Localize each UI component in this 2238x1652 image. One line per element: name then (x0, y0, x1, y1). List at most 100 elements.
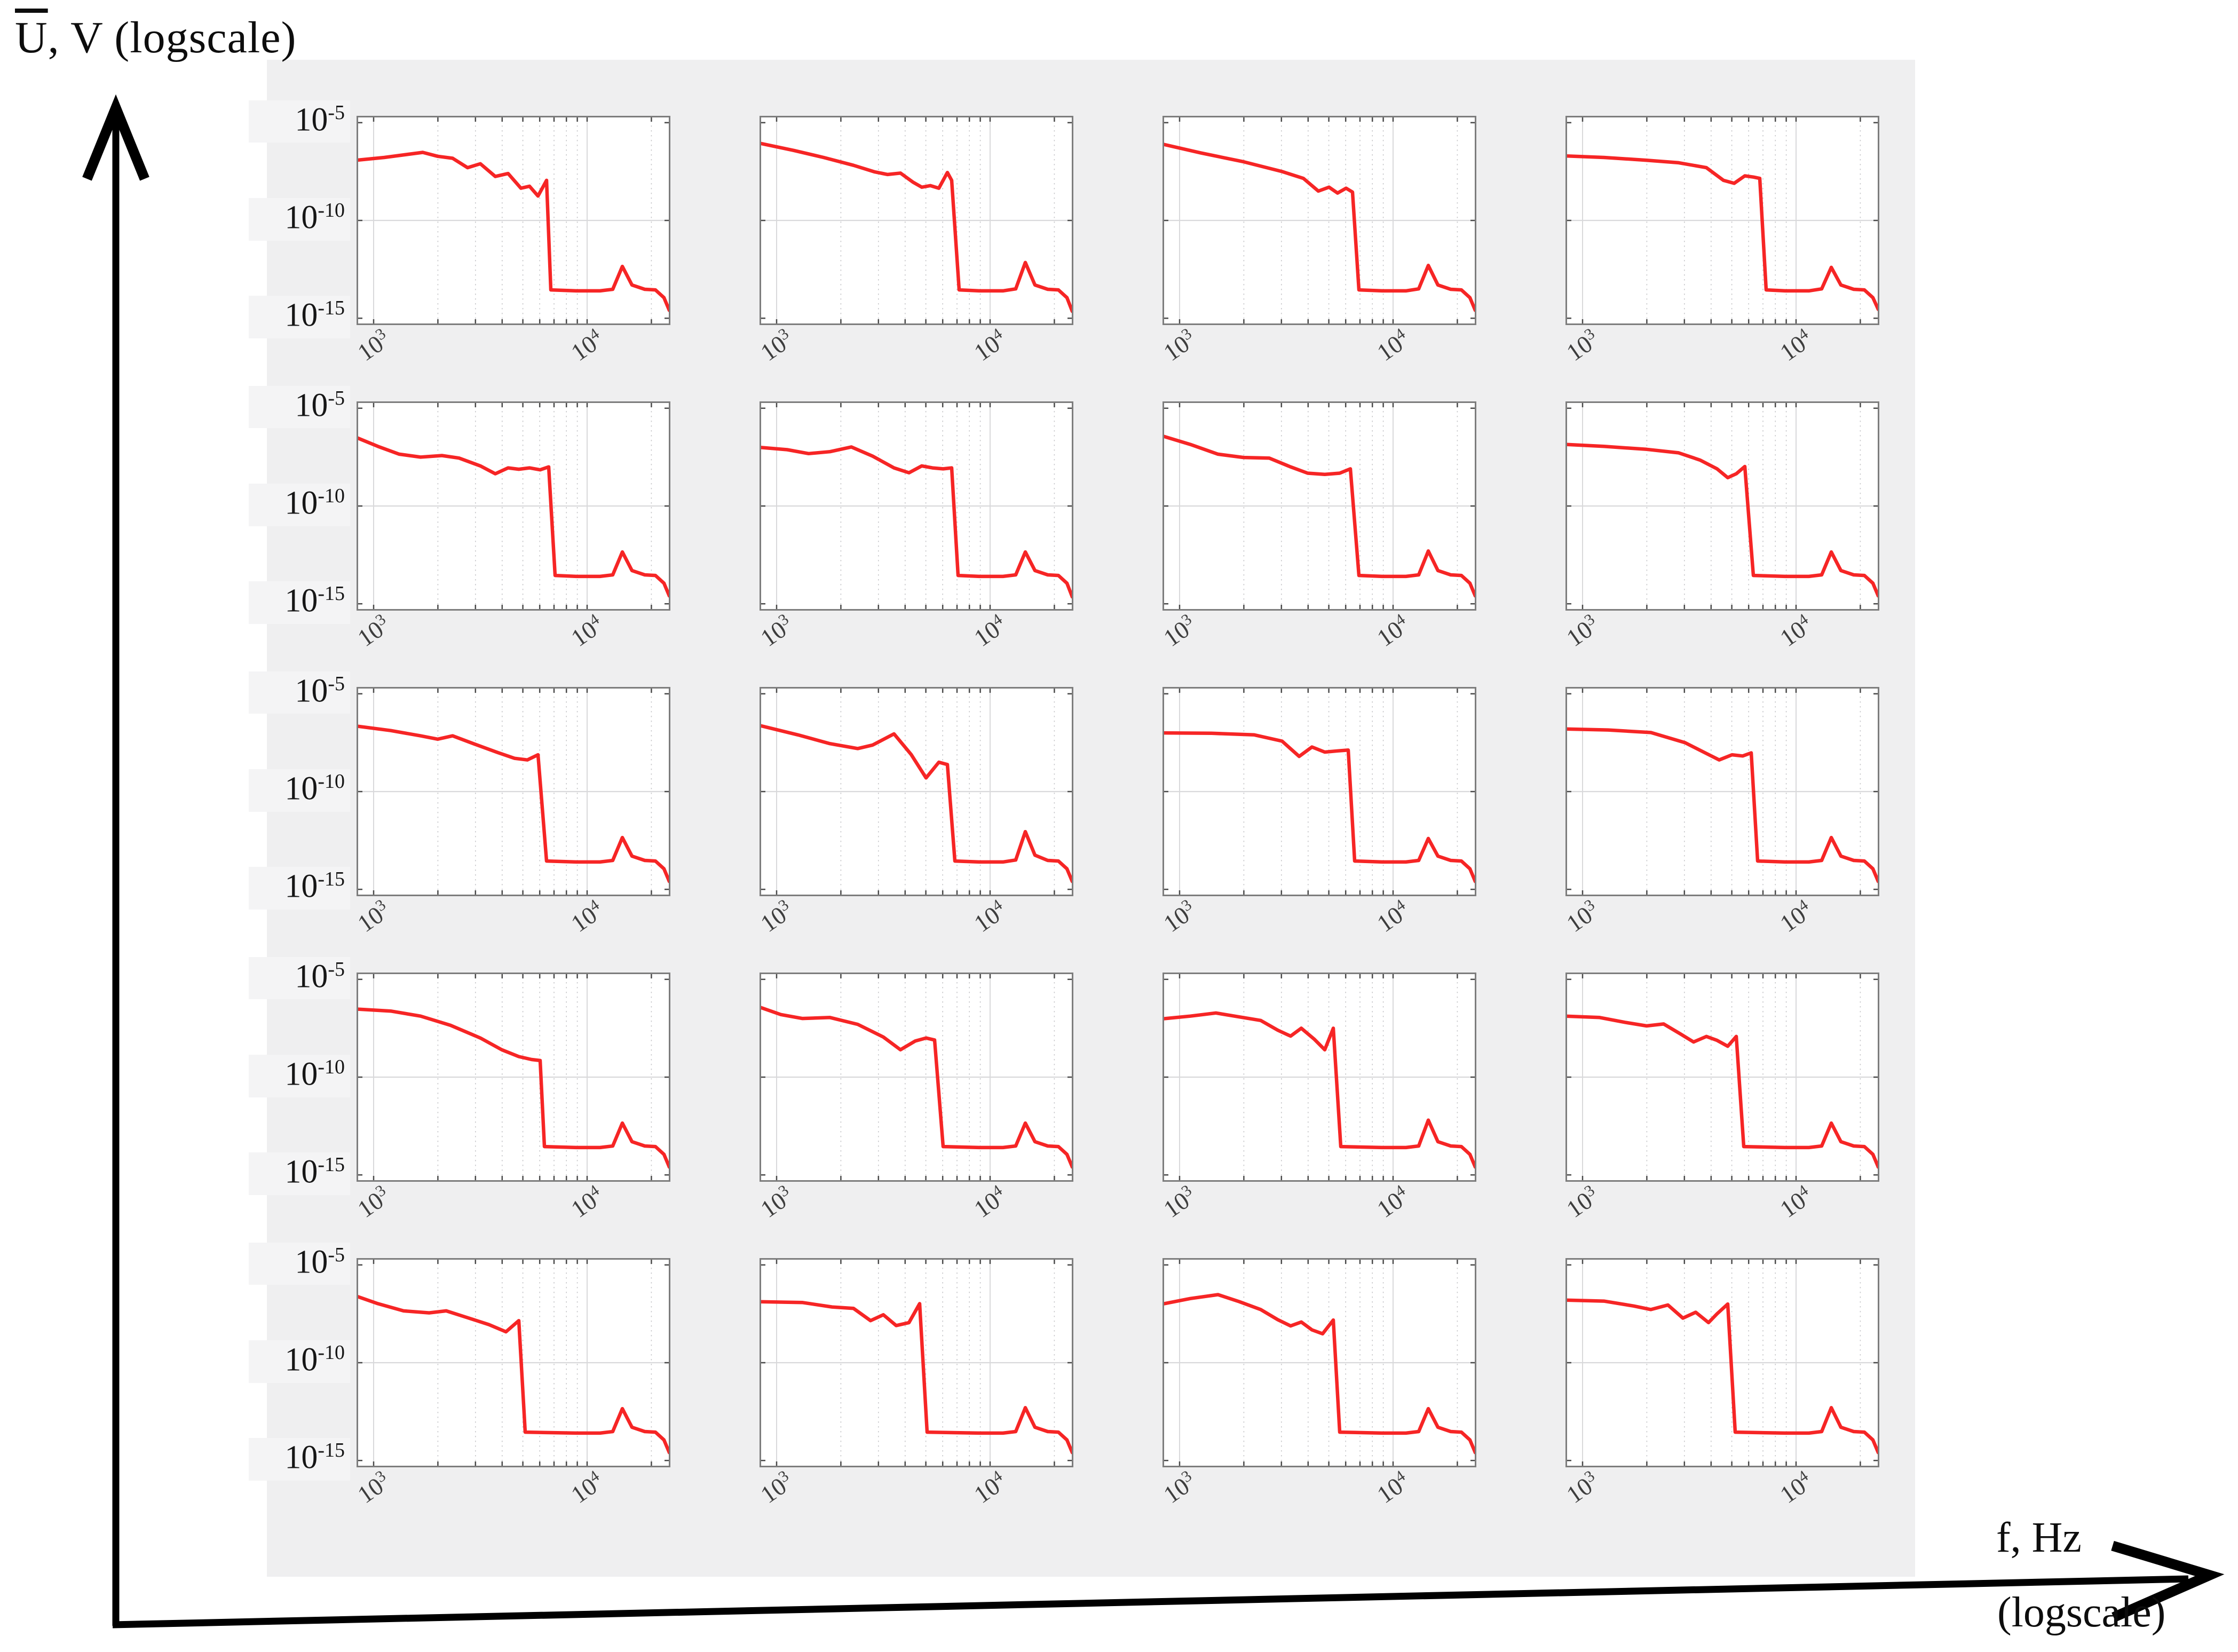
subplot-r5c2: 103 104 (755, 1258, 1073, 1508)
y-tick-exponent: -15 (318, 1153, 345, 1176)
y-tick-label: 10-10 (249, 769, 350, 812)
spectrum-curve (357, 436, 670, 598)
y-tick-exponent: -5 (328, 672, 345, 695)
y-tick-exponent: -10 (318, 199, 345, 222)
y-tick-exponent: -10 (318, 1056, 345, 1078)
spectrum-curve (1565, 442, 1879, 598)
spectrum-plot-svg (1565, 687, 1879, 896)
plot-border (760, 1258, 1073, 1467)
y-tick-label: 10-15 (249, 1438, 350, 1481)
plot-border (1565, 973, 1879, 1182)
subplot-r1c1: 103 104 10-5 10-10 10-15 (249, 100, 670, 366)
plot-border (760, 401, 1073, 611)
subplot-r5c4: 103 104 (1561, 1258, 1879, 1508)
subplot-r3c2: 103 104 (755, 687, 1073, 937)
plot-border (1565, 116, 1879, 325)
plot-border (1163, 401, 1476, 611)
plot-border (1163, 1258, 1476, 1467)
spectrum-plot-svg (760, 973, 1073, 1182)
spectrum-curve (357, 1294, 670, 1455)
y-tick-exponent: -15 (318, 1439, 345, 1462)
x-axis-title: f, Hz (1996, 1514, 2082, 1561)
plot-border (357, 116, 670, 325)
spectrum-plot-svg (1565, 116, 1879, 325)
spectrum-curve (357, 1007, 670, 1169)
y-axis-arrowhead-icon (82, 94, 149, 181)
y-tick-base: 10 (284, 1153, 318, 1190)
y-axis-title: U, V (logscale) (15, 12, 296, 64)
subplot-r1c4: 103 104 (1561, 116, 1879, 366)
spectrum-plot-svg (357, 401, 670, 611)
y-tick-base: 10 (295, 101, 328, 138)
y-tick-base: 10 (284, 485, 318, 521)
spectrum-curve (760, 723, 1073, 883)
plot-border (760, 973, 1073, 1182)
y-tick-label: 10-10 (249, 484, 350, 526)
plot-border (1163, 687, 1476, 896)
y-tick-label: 10-10 (249, 1340, 350, 1383)
y-tick-exponent: -15 (318, 297, 345, 320)
spectrum-plot-svg (1565, 1258, 1879, 1467)
y-tick-base: 10 (295, 387, 328, 424)
y-tick-label: 10-10 (249, 1055, 350, 1097)
spectrum-curve (1163, 731, 1476, 883)
y-tick-exponent: -5 (328, 386, 345, 409)
spectrum-plot-svg (1163, 973, 1476, 1182)
y-tick-exponent: -5 (328, 958, 345, 981)
spectrum-plot-svg (1163, 1258, 1476, 1467)
spectrum-plot-svg (760, 401, 1073, 611)
subplot-r2c3: 103 104 (1158, 401, 1476, 652)
subplot-r4c4: 103 104 (1561, 973, 1879, 1223)
subplot-r5c3: 103 104 (1158, 1258, 1476, 1508)
y-tick-label: 10-15 (249, 1152, 350, 1195)
spectrum-plot-svg (760, 116, 1073, 325)
spectrum-plot-svg (357, 687, 670, 896)
spectrum-curve (357, 724, 670, 883)
subplot-r2c2: 103 104 (755, 401, 1073, 652)
y-tick-base: 10 (284, 770, 318, 807)
spectrum-plot-svg (357, 1258, 670, 1467)
subplot-r2c1: 103 104 10-5 10-10 10-15 (249, 385, 670, 652)
subplot-r4c3: 103 104 (1158, 973, 1476, 1223)
y-tick-base: 10 (284, 199, 318, 236)
y-tick-exponent: -15 (318, 582, 345, 605)
y-tick-base: 10 (295, 1244, 328, 1281)
y-tick-label: 10-5 (249, 957, 350, 1000)
y-tick-base: 10 (284, 1439, 318, 1476)
spectrum-curve (760, 445, 1073, 599)
plot-border (1565, 401, 1879, 611)
spectrum-curve (1163, 142, 1476, 312)
plot-border (760, 687, 1073, 896)
y-tick-exponent: -5 (328, 1243, 345, 1266)
y-tick-base: 10 (284, 582, 318, 619)
spectrum-plot-svg (760, 687, 1073, 896)
subplot-r3c1: 103 104 10-5 10-10 10-15 (249, 671, 670, 937)
spectrum-curve (1565, 154, 1879, 311)
spectrum-curve (1565, 1298, 1879, 1455)
x-axis-arrowhead-icon (2111, 1540, 2225, 1622)
subplot-r3c3: 103 104 (1158, 687, 1476, 937)
subplot-r4c2: 103 104 (755, 973, 1073, 1223)
y-tick-label: 10-10 (249, 198, 350, 241)
y-tick-label: 10-5 (249, 100, 350, 143)
y-tick-exponent: -10 (318, 1341, 345, 1364)
spectrum-plot-svg (357, 973, 670, 1182)
spectrum-curve (1565, 1014, 1879, 1169)
subplot-r1c3: 103 104 (1158, 116, 1476, 366)
y-tick-label: 10-5 (249, 1242, 350, 1285)
spectrum-plot-svg (760, 1258, 1073, 1467)
y-tick-label: 10-15 (249, 581, 350, 624)
plot-border (357, 973, 670, 1182)
spectrum-plot-svg (1163, 116, 1476, 325)
y-tick-base: 10 (284, 1341, 318, 1378)
y-tick-label: 10-5 (249, 671, 350, 714)
x-axis-arrow-shaft (112, 1575, 2189, 1629)
y-tick-exponent: -10 (318, 770, 345, 793)
spectrum-curve (760, 1300, 1073, 1455)
subplot-r3c4: 103 104 (1561, 687, 1879, 937)
y-tick-label: 10-5 (249, 385, 350, 429)
spectrum-curve (1163, 434, 1476, 598)
u-bar-symbol: U (15, 13, 48, 62)
